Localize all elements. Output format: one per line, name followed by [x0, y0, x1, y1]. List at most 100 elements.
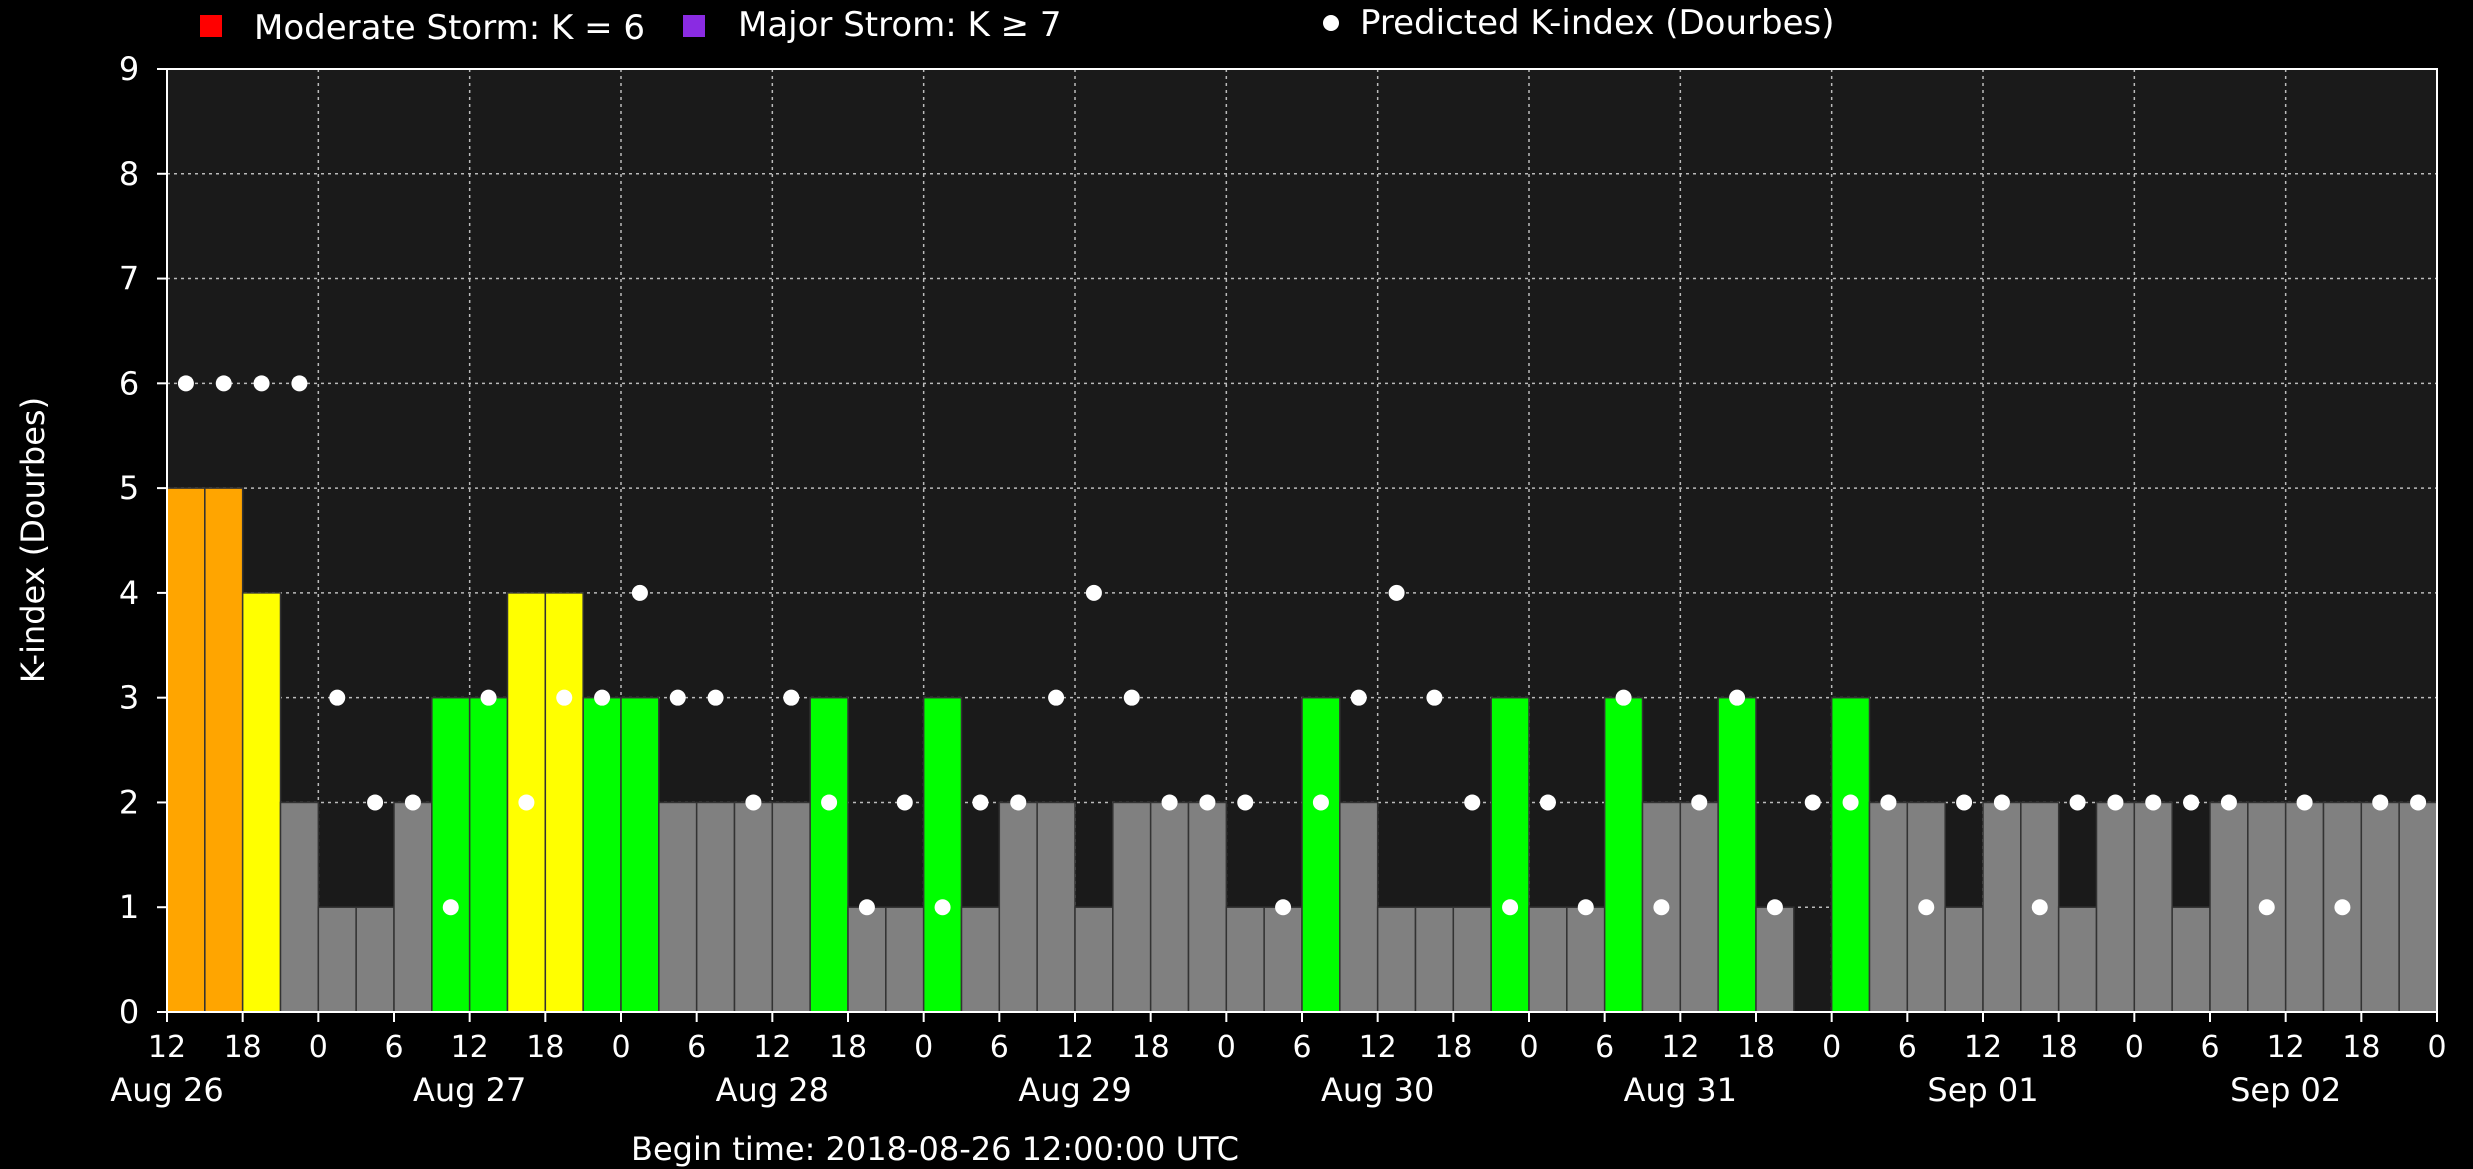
k-index-bar: [166, 487, 206, 1013]
k-index-bar: [1755, 906, 1795, 1013]
k-index-bar: [1225, 906, 1265, 1013]
k-index-bar: [922, 696, 963, 1013]
prediction-point: [291, 375, 308, 392]
x-tick-label: 18: [2040, 1030, 2078, 1065]
prediction-point: [1993, 794, 2010, 811]
k-index-bar: [1944, 906, 1984, 1013]
x-tick-label: 18: [526, 1030, 564, 1065]
x-axis-label: Begin time: 2018-08-26 12:00:00 UTC: [631, 1130, 1239, 1168]
legend-moderate-swatch: [200, 15, 222, 37]
prediction-point: [2145, 794, 2162, 811]
prediction-point: [1502, 899, 1519, 916]
k-index-bar: [1263, 906, 1303, 1013]
x-tick-label: 0: [914, 1030, 933, 1065]
k-index-bar: [2095, 801, 2136, 1013]
k-index-bar: [998, 801, 1038, 1013]
k-index-bar: [1112, 801, 1152, 1013]
day-label: Aug 30: [1321, 1071, 1434, 1109]
prediction-point: [1388, 584, 1405, 601]
k-index-bar: [960, 906, 1001, 1013]
k-index-bar: [658, 801, 698, 1013]
prediction-point: [480, 689, 497, 706]
prediction-point: [2334, 899, 2351, 916]
k-index-bar: [1982, 801, 2022, 1013]
y-tick-label: 6: [119, 364, 139, 402]
y-tick-label: 7: [119, 260, 139, 298]
k-index-bar: [1149, 801, 1190, 1013]
k-index-bar: [1414, 906, 1455, 1013]
prediction-point: [2069, 794, 2086, 811]
prediction-point: [1842, 794, 1859, 811]
k-index-bar: [771, 801, 811, 1013]
k-index-bar: [2360, 801, 2400, 1013]
prediction-point: [594, 689, 611, 706]
k-index-bar: [317, 906, 357, 1013]
prediction-point: [2107, 794, 2124, 811]
x-tick-label: 12: [1964, 1030, 2002, 1065]
x-tick-label: 18: [829, 1030, 867, 1065]
prediction-point: [1956, 794, 1973, 811]
prediction-point: [631, 584, 648, 601]
prediction-point: [215, 375, 232, 392]
k-index-bar: [1452, 906, 1492, 1013]
prediction-point: [934, 899, 951, 916]
prediction-point: [2296, 794, 2313, 811]
prediction-point: [404, 794, 421, 811]
prediction-point: [442, 899, 459, 916]
prediction-point: [1691, 794, 1708, 811]
x-tick-label: 6: [384, 1030, 403, 1065]
x-tick-label: 0: [1519, 1030, 1538, 1065]
k-index-bar: [1376, 906, 1417, 1013]
x-tick-label: 12: [148, 1030, 186, 1065]
y-tick-label: 0: [119, 993, 139, 1031]
day-label: Aug 26: [110, 1071, 223, 1109]
prediction-point: [2220, 794, 2237, 811]
prediction-point: [367, 794, 384, 811]
prediction-point: [821, 794, 838, 811]
prediction-point: [1312, 794, 1329, 811]
bars: [166, 487, 2438, 1013]
k-index-bar: [695, 801, 736, 1013]
x-tick-label: 12: [1056, 1030, 1094, 1065]
prediction-point: [253, 375, 270, 392]
k-index-bar: [355, 906, 395, 1013]
prediction-point: [707, 689, 724, 706]
day-label: Aug 28: [716, 1071, 829, 1109]
y-tick-label: 9: [119, 50, 139, 88]
x-tick-label: 18: [1434, 1030, 1472, 1065]
legend-moderate-label: Moderate Storm: K = 6: [254, 8, 645, 48]
prediction-point: [858, 899, 875, 916]
k-index-bar: [582, 696, 622, 1013]
prediction-point: [1577, 899, 1594, 916]
k-index-bar: [544, 592, 584, 1013]
prediction-point: [1161, 794, 1178, 811]
x-tick-label: 6: [1898, 1030, 1917, 1065]
prediction-point: [1729, 689, 1746, 706]
x-tick-label: 18: [1132, 1030, 1170, 1065]
k-index-bar: [1868, 801, 1909, 1013]
legend-predicted-marker: [1323, 15, 1339, 31]
x-tick-label: 18: [1737, 1030, 1775, 1065]
k-index-bar: [1679, 801, 1719, 1013]
x-tick-label: 12: [1661, 1030, 1699, 1065]
x-tick-label: 12: [1359, 1030, 1397, 1065]
x-tick-label: 0: [611, 1030, 630, 1065]
k-index-bar: [2057, 906, 2098, 1013]
x-tick-label: 6: [2200, 1030, 2219, 1065]
k-index-bar: [2284, 801, 2325, 1013]
y-tick-label: 3: [119, 679, 139, 717]
prediction-point: [2031, 899, 2048, 916]
k-index-bar: [1036, 801, 1076, 1013]
k-index-bar: [847, 906, 887, 1013]
k-index-bar: [885, 906, 925, 1013]
k-index-bar: [2171, 906, 2211, 1013]
prediction-point: [2258, 899, 2275, 916]
k-index-bar: [809, 696, 849, 1013]
k-index-bar: [1603, 696, 1644, 1013]
prediction-point: [783, 689, 800, 706]
k-index-bar: [1717, 696, 1757, 1013]
prediction-point: [1918, 899, 1935, 916]
k-index-bar: [1490, 696, 1530, 1013]
k-index-bar: [2398, 801, 2438, 1013]
